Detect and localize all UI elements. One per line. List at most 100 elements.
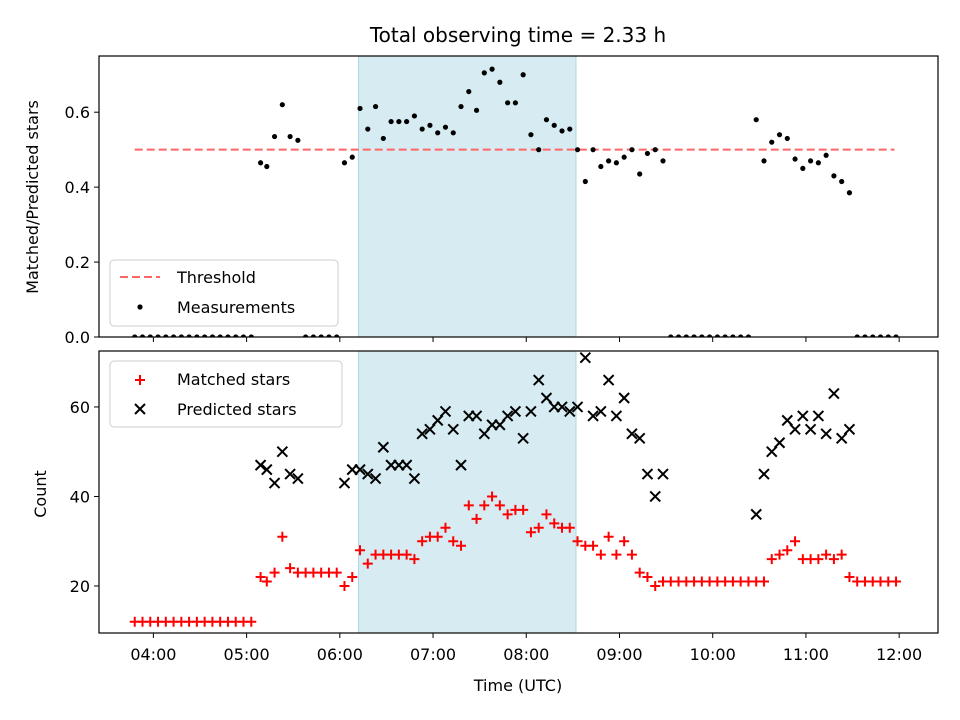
measurement-point	[404, 118, 410, 125]
matched-star-point	[494, 500, 505, 511]
matched-star-point	[362, 558, 373, 569]
predicted-star-point	[820, 428, 832, 440]
measurement-point	[396, 118, 402, 125]
measurement-point	[248, 334, 254, 337]
predicted-star-point	[812, 410, 825, 422]
predicted-star-point	[354, 463, 366, 476]
measurement-point	[512, 100, 518, 106]
predicted-star-point	[416, 428, 428, 440]
predicted-star-point	[455, 459, 467, 471]
measurement-point	[528, 132, 534, 138]
matched-star-point	[331, 567, 342, 578]
measurement-point	[481, 70, 487, 76]
predicted-star-point	[408, 472, 421, 485]
predicted-star-point	[587, 410, 599, 422]
measurement-point	[637, 171, 643, 177]
top-y-tick-label: 0.4	[65, 178, 90, 197]
bottom-y-tick-label: 40	[70, 487, 90, 506]
matched-star-point	[269, 567, 280, 578]
measurement-point	[520, 72, 526, 78]
measurement-point	[466, 88, 472, 95]
chart-title: Total observing time = 2.33 h	[369, 23, 666, 47]
matched-star-point	[417, 536, 428, 547]
measurement-point	[831, 173, 837, 179]
matched-star-point	[766, 554, 777, 565]
x-tick-label: 12:00	[876, 645, 922, 664]
matched-star-point	[572, 536, 583, 547]
measurement-point	[846, 190, 853, 196]
matched-star-point	[533, 522, 544, 533]
measurement-point	[807, 158, 814, 164]
top-legend: Threshold Measurements	[109, 259, 339, 327]
matched-star-point	[479, 500, 490, 511]
matched-star-point	[339, 581, 350, 591]
measurement-point	[683, 334, 689, 337]
measurement-point	[691, 334, 697, 337]
measurement-point	[442, 124, 449, 130]
measurement-point	[334, 334, 340, 337]
top-observing-window	[357, 56, 577, 337]
predicted-star-point	[633, 432, 646, 444]
bottom-legend: Matched stars Predicted stars	[109, 360, 343, 428]
measurement-point	[257, 160, 264, 166]
matched-star-point	[277, 531, 288, 542]
x-tick-label: 05:00	[224, 645, 270, 664]
predicted-star-point	[618, 392, 630, 404]
measurement-point	[505, 100, 511, 106]
measurement-point	[170, 334, 177, 337]
matched-star-point	[828, 554, 839, 565]
top-plot-area	[132, 56, 899, 337]
legend-box	[109, 259, 339, 327]
measurement-point	[458, 103, 464, 110]
measurement-point	[209, 334, 216, 337]
measurement-point	[870, 334, 876, 337]
x-axis-label: Time (UTC)	[473, 676, 562, 695]
predicted-star-point	[595, 405, 607, 418]
matched-star-point	[432, 531, 443, 542]
measurement-point	[318, 334, 324, 337]
matched-star-point	[487, 491, 498, 502]
matched-star-point	[518, 504, 529, 515]
bottom-y-tick-label: 60	[70, 398, 90, 417]
measurement-point	[341, 160, 348, 166]
measurement-point	[862, 334, 868, 337]
measurement-point	[419, 126, 425, 132]
measurement-point	[202, 334, 208, 337]
measurement-point	[753, 117, 759, 123]
x-tick-label: 07:00	[410, 645, 456, 664]
measurement-point	[551, 122, 557, 128]
measurement-point	[877, 334, 884, 337]
matched-star-point	[409, 554, 420, 565]
matched-star-point	[502, 509, 513, 520]
predicted-star-point	[525, 405, 537, 418]
measurement-point	[543, 117, 550, 123]
matched-star-point	[456, 540, 467, 551]
matched-star-point	[603, 531, 614, 542]
measurement-point	[155, 334, 161, 337]
legend-measurements-label: Measurements	[177, 298, 295, 317]
matched-star-point	[782, 545, 793, 556]
bottom-y-axis-label: Count	[31, 470, 50, 518]
predicted-star-point	[424, 423, 436, 436]
measurement-point	[295, 137, 301, 143]
matched-star-point	[813, 554, 824, 565]
matched-star-point	[626, 549, 637, 560]
measurement-point	[606, 158, 612, 164]
legend-matched-label: Matched stars	[177, 370, 290, 389]
measurement-point	[707, 334, 713, 337]
measurement-point	[411, 113, 418, 119]
matched-star-point	[564, 522, 575, 533]
predicted-star-point	[804, 423, 817, 436]
matched-star-point	[595, 549, 606, 560]
measurement-point	[722, 334, 728, 337]
predicted-star-point	[797, 410, 809, 422]
top-y-axis-label: Matched/Predicted stars	[23, 100, 42, 294]
measurement-point	[590, 147, 596, 153]
measurement-point	[489, 66, 495, 72]
measurement-point	[264, 163, 270, 170]
bottom-panel: 20 40 60 04:00 05:00 06:00 07:00 08:00 09:00 10:0…	[70, 350, 939, 664]
measurement-point	[800, 165, 806, 171]
measurement-point	[699, 334, 705, 337]
predicted-star-point	[494, 419, 506, 431]
